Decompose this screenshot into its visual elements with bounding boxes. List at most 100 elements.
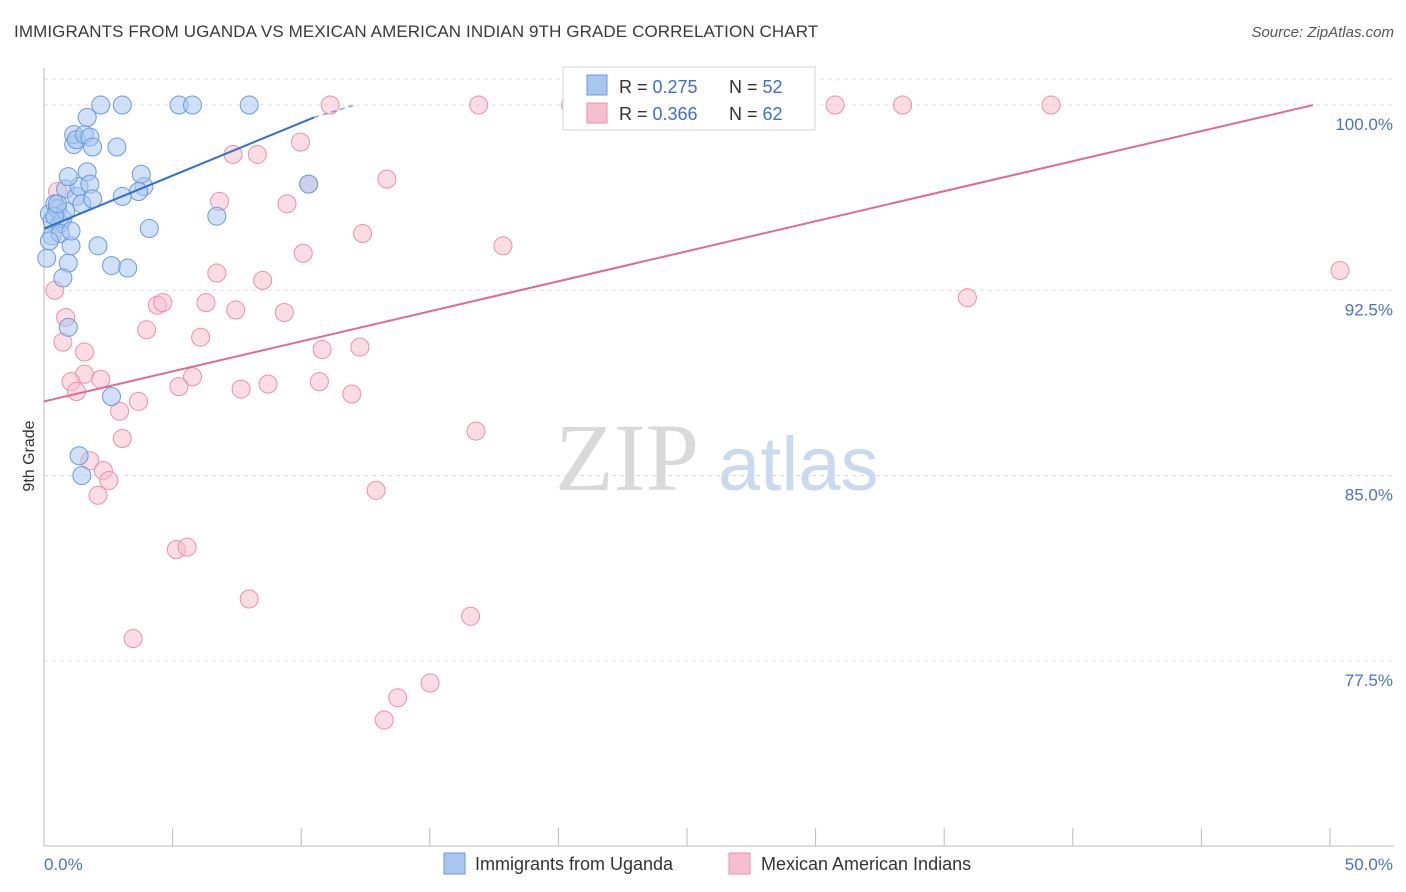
mexican-american-indians-point bbox=[137, 320, 157, 340]
mexican-american-indians-point bbox=[231, 379, 251, 399]
immigrants-from-uganda-point bbox=[107, 137, 127, 157]
immigrants-from-uganda-point bbox=[183, 95, 202, 115]
mexican-american-indians-point bbox=[469, 95, 489, 115]
bottom-legend-label-pink: Mexican American Indians bbox=[761, 854, 971, 874]
svg-text:R = 0.275: R = 0.275 bbox=[619, 77, 698, 97]
immigrants-from-uganda-point bbox=[118, 258, 138, 278]
immigrants-from-uganda-point bbox=[77, 107, 97, 127]
gridlines bbox=[44, 78, 1394, 662]
mexican-american-indians-point bbox=[461, 606, 481, 626]
x-tick-labels: 0.0% 50.0% bbox=[44, 855, 1393, 874]
bottom-legend-label-blue: Immigrants from Uganda bbox=[475, 854, 674, 874]
immigrants-from-uganda-point bbox=[139, 219, 159, 239]
mexican-american-indians-point bbox=[112, 428, 132, 448]
immigrants-from-uganda-point bbox=[131, 164, 151, 184]
mexican-american-indians-point bbox=[1041, 95, 1061, 115]
mexican-american-indians-point bbox=[277, 194, 297, 214]
mexican-american-indians-point bbox=[291, 132, 310, 152]
mexican-american-indians-point bbox=[239, 589, 259, 609]
immigrants-from-uganda-point bbox=[102, 256, 121, 276]
legend-r-value-1: 0.275 bbox=[653, 77, 698, 97]
immigrants-from-uganda-point bbox=[299, 174, 319, 194]
axes bbox=[43, 68, 1394, 847]
chart-source: Source: ZipAtlas.com bbox=[1251, 24, 1394, 41]
mexican-american-indians-point bbox=[169, 377, 189, 397]
mexican-american-indians-point bbox=[388, 688, 408, 708]
immigrants-from-uganda-point bbox=[61, 221, 81, 241]
legend-r-value-2: 0.366 bbox=[653, 104, 698, 124]
immigrants-from-uganda-point bbox=[37, 248, 57, 268]
immigrants-from-uganda-point bbox=[91, 95, 111, 115]
immigrants-from-uganda-point bbox=[69, 446, 89, 466]
legend-n-label-2: N = bbox=[729, 104, 763, 124]
mexican-american-indians-point bbox=[309, 372, 329, 392]
y-tick-label: 77.5% bbox=[1345, 671, 1393, 690]
legend-n-value-1: 52 bbox=[763, 77, 783, 97]
immigrants-from-uganda-point bbox=[112, 95, 132, 115]
mexican-american-indians-point bbox=[247, 144, 267, 164]
mexican-american-indians-point bbox=[207, 263, 227, 283]
legend-r-label-2: R = bbox=[619, 104, 653, 124]
y-tick-labels: 100.0% 92.5% 85.0% 77.5% bbox=[1335, 115, 1393, 690]
immigrants-from-uganda-point bbox=[58, 317, 78, 337]
x-tick-label: 0.0% bbox=[44, 855, 83, 874]
legend-n-value-2: 62 bbox=[763, 104, 783, 124]
mexican-american-indians-point bbox=[274, 303, 294, 323]
immigrants-from-uganda-point bbox=[88, 236, 108, 256]
mexican-american-indians-point bbox=[957, 288, 977, 308]
series-immigrants-from-uganda bbox=[37, 95, 319, 486]
svg-text:N = 52: N = 52 bbox=[729, 77, 783, 97]
legend-r-label-1: R = bbox=[619, 77, 653, 97]
mexican-american-indians-point bbox=[191, 327, 211, 347]
mexican-american-indians-point bbox=[312, 340, 332, 360]
legend-swatch-pink bbox=[586, 102, 608, 124]
chart-title: IMMIGRANTS FROM UGANDA VS MEXICAN AMERIC… bbox=[14, 22, 819, 41]
immigrants-from-uganda-point bbox=[207, 206, 227, 226]
mexican-american-indians-point bbox=[893, 95, 913, 115]
mexican-american-indians-point bbox=[353, 223, 373, 243]
legend-box: R = 0.275 N = 52 R = 0.366 N = 62 bbox=[562, 66, 816, 131]
mexican-american-indians-point bbox=[88, 485, 108, 505]
watermark-atlas: atlas bbox=[718, 422, 879, 507]
mexican-american-indians-point bbox=[177, 537, 197, 557]
legend-n-label-1: N = bbox=[729, 77, 763, 97]
mexican-american-indians-point bbox=[75, 342, 94, 362]
immigrants-from-uganda-point bbox=[39, 231, 59, 251]
svg-text:R = 0.366: R = 0.366 bbox=[619, 104, 698, 124]
bottom-legend: Immigrants from Uganda Mexican American … bbox=[443, 852, 971, 875]
mexican-american-indians-point bbox=[123, 629, 143, 649]
mexican-american-indians-point bbox=[374, 710, 394, 730]
trend-line-uganda bbox=[43, 116, 315, 230]
mexican-american-indians-point bbox=[825, 95, 845, 115]
trend-line-mexican-american-indians bbox=[43, 104, 1314, 403]
trend-lines bbox=[43, 104, 1314, 403]
immigrants-from-uganda-point bbox=[83, 137, 103, 157]
mexican-american-indians-point bbox=[258, 374, 278, 394]
x-ticks bbox=[43, 828, 1331, 846]
mexican-american-indians-point bbox=[99, 470, 119, 490]
mexican-american-indians-point bbox=[226, 300, 246, 320]
trend-line-uganda-extension bbox=[313, 104, 355, 119]
mexican-american-indians-point bbox=[342, 384, 362, 404]
y-tick-label: 92.5% bbox=[1345, 300, 1393, 319]
mexican-american-indians-point bbox=[420, 673, 440, 693]
mexican-american-indians-point bbox=[493, 236, 513, 256]
immigrants-from-uganda-point bbox=[53, 268, 73, 288]
immigrants-from-uganda-point bbox=[102, 386, 121, 406]
y-axis-label: 9th Grade bbox=[21, 420, 38, 491]
mexican-american-indians-point bbox=[129, 391, 148, 411]
mexican-american-indians-point bbox=[91, 369, 111, 389]
x-tick-label: 50.0% bbox=[1345, 855, 1393, 874]
immigrants-from-uganda-point bbox=[58, 167, 78, 187]
immigrants-from-uganda-point bbox=[72, 466, 92, 486]
immigrants-from-uganda-point bbox=[48, 194, 67, 214]
mexican-american-indians-point bbox=[293, 243, 313, 263]
mexican-american-indians-point bbox=[466, 421, 486, 441]
legend-swatch-blue bbox=[586, 74, 608, 96]
mexican-american-indians-point bbox=[320, 95, 340, 115]
mexican-american-indians-point bbox=[196, 293, 216, 313]
mexican-american-indians-point bbox=[366, 480, 386, 500]
mexican-american-indians-point bbox=[253, 270, 273, 290]
series-mexican-american-indians bbox=[45, 95, 1350, 730]
